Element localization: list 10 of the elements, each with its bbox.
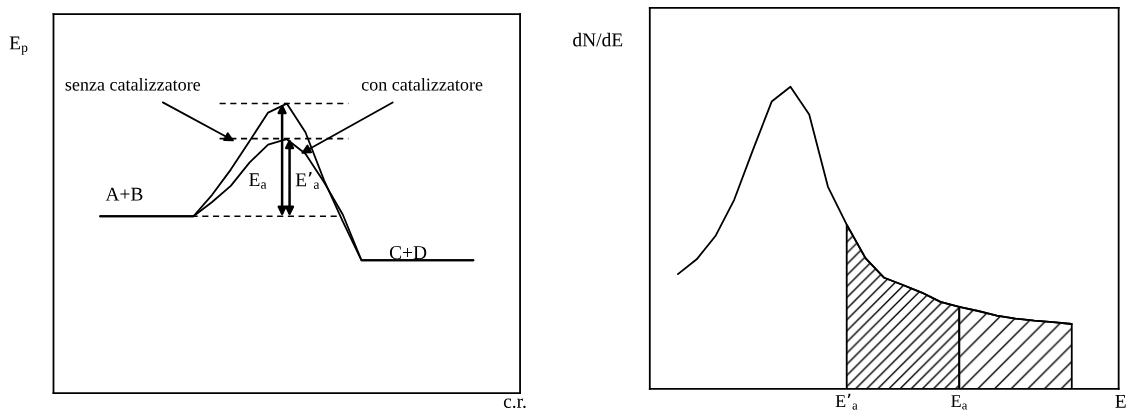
annotation: C+D: [389, 246, 427, 260]
x-axis-title: E: [1115, 394, 1126, 408]
text: con catalizzatore: [361, 77, 483, 91]
annotation: A+B: [105, 187, 143, 201]
text: senza catalizzatore: [65, 77, 201, 91]
annotation: E$_{a}$: [249, 173, 267, 189]
y-axis-title: dN/dE: [573, 32, 623, 47]
y-axis-title: E$_{p}$: [9, 36, 28, 55]
annotation: E’$_{a}$: [295, 171, 320, 189]
x-axis-title: c.r.: [503, 398, 526, 408]
